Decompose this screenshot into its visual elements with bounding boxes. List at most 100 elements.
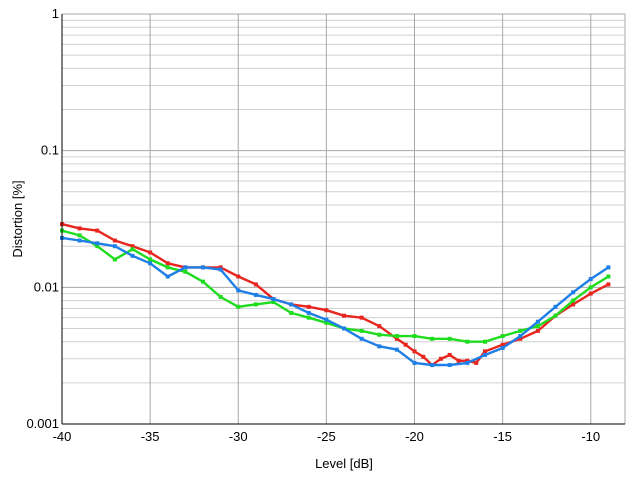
series-2-point — [236, 304, 241, 309]
series-2-point — [77, 233, 82, 238]
series-2-point — [218, 294, 223, 299]
series-3-point — [165, 274, 170, 279]
series-3-point — [306, 310, 311, 315]
series-3-point — [430, 363, 435, 368]
series-2-point — [95, 244, 100, 249]
series-3-point — [201, 265, 205, 270]
y-tick-label: 1 — [52, 6, 59, 21]
y-axis-label: Distortion [%] — [10, 180, 25, 257]
series-2-point — [500, 334, 505, 339]
series-1-point — [112, 238, 117, 243]
series-2-point — [183, 269, 188, 274]
y-tick-label: 0.1 — [41, 143, 59, 158]
plot-background — [62, 14, 625, 424]
x-tick-label: -30 — [229, 429, 248, 444]
series-3-point — [553, 304, 558, 309]
series-3-point — [289, 302, 294, 307]
series-2-point — [289, 310, 294, 315]
series-3-point — [130, 253, 135, 258]
series-2-point — [394, 334, 399, 339]
series-2-point — [588, 285, 593, 290]
x-tick-label: -25 — [317, 429, 336, 444]
series-1-point — [465, 358, 470, 363]
series-2-point — [447, 336, 452, 341]
series-3-point — [183, 265, 188, 270]
series-3-point — [218, 267, 223, 272]
tick-layer: -40 -35 -30 -25 -20 -15 -10 0.001 0.01 0.1 1 — [26, 6, 600, 444]
series-1-point — [412, 349, 417, 354]
series-1-point — [236, 274, 241, 279]
series-1-point — [77, 226, 82, 231]
series-3-point — [500, 345, 505, 350]
series-3-point — [253, 292, 258, 297]
y-tick-label: 0.001 — [26, 416, 59, 431]
y-tick-label: 0.01 — [34, 279, 59, 294]
series-2-point — [377, 332, 382, 337]
series-2-point — [430, 336, 435, 341]
x-tick-label: -20 — [405, 429, 424, 444]
series-2-point — [465, 339, 470, 344]
series-1-point — [394, 336, 399, 341]
series-1-point — [571, 302, 576, 307]
series-layer — [60, 222, 611, 368]
series-1-point — [518, 336, 523, 341]
series-line-2 — [61, 229, 610, 343]
series-2-point — [606, 274, 611, 279]
series-2-point — [359, 328, 364, 333]
series-3-point — [535, 319, 540, 324]
series-1-point — [218, 265, 223, 270]
series-1-point — [421, 354, 426, 359]
x-axis-label: Level [dB] — [315, 456, 373, 471]
series-1-point — [342, 313, 346, 318]
series-3-point — [483, 352, 487, 357]
series-3-point — [236, 288, 241, 293]
series-line-3 — [61, 236, 610, 367]
series-2-point — [553, 313, 558, 318]
series-2-point — [148, 257, 153, 262]
series-2-point — [306, 315, 311, 320]
series-1-point — [483, 349, 487, 354]
series-1-point — [535, 328, 540, 333]
series-1-point — [324, 308, 329, 313]
series-3-point — [77, 238, 82, 243]
series-3-point — [588, 277, 593, 282]
series-1-point — [359, 315, 364, 320]
series-1-point — [403, 342, 408, 347]
series-2-point — [253, 302, 258, 307]
series-1-point — [447, 352, 452, 357]
series-3-point — [342, 326, 346, 331]
series-3-point — [412, 360, 417, 365]
series-1-point — [474, 360, 479, 365]
series-3-point — [271, 297, 276, 302]
x-tick-label: -15 — [493, 429, 512, 444]
series-3-point — [465, 360, 470, 365]
series-1-point — [606, 282, 611, 287]
series-2-point — [483, 339, 487, 344]
series-1-point — [377, 324, 382, 329]
series-1-point — [588, 291, 593, 296]
series-3-point — [394, 347, 399, 352]
x-tick-label: -35 — [141, 429, 160, 444]
series-1-point — [500, 342, 505, 347]
series-1-point — [165, 261, 170, 266]
x-tick-label: -40 — [53, 429, 72, 444]
series-3-point — [518, 334, 523, 339]
series-1-point — [456, 358, 461, 363]
x-tick-label: -10 — [581, 429, 600, 444]
series-2-point — [165, 265, 170, 270]
series-3-point — [95, 241, 100, 246]
series-2-point — [271, 300, 276, 305]
series-2-point — [201, 279, 205, 284]
series-1-point — [253, 282, 258, 287]
series-2-point — [571, 298, 576, 303]
series-1-point — [148, 250, 153, 255]
series-3-point — [359, 336, 364, 341]
series-1-point — [95, 228, 100, 233]
series-3-point — [606, 265, 611, 270]
series-1-point — [306, 304, 311, 309]
series-2-point — [412, 334, 417, 339]
series-2-point — [112, 257, 117, 262]
series-3-point — [571, 290, 576, 295]
series-3-point — [447, 363, 452, 368]
